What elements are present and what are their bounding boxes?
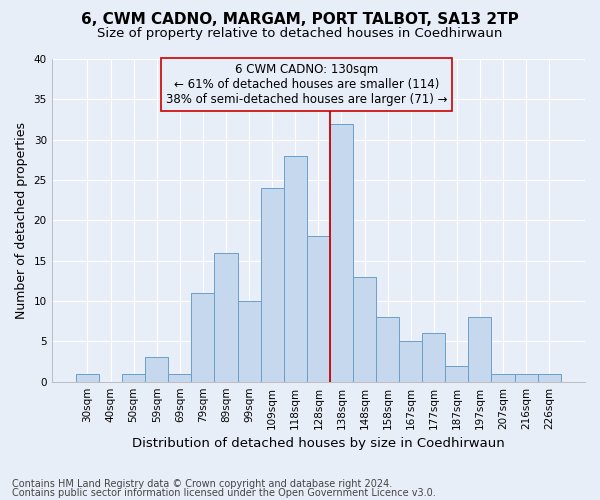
Bar bbox=[376, 317, 399, 382]
Bar bbox=[399, 342, 422, 382]
Bar bbox=[122, 374, 145, 382]
Bar bbox=[491, 374, 515, 382]
X-axis label: Distribution of detached houses by size in Coedhirwaun: Distribution of detached houses by size … bbox=[132, 437, 505, 450]
Bar bbox=[191, 293, 214, 382]
Bar bbox=[330, 124, 353, 382]
Bar bbox=[260, 188, 284, 382]
Text: Contains public sector information licensed under the Open Government Licence v3: Contains public sector information licen… bbox=[12, 488, 436, 498]
Bar bbox=[76, 374, 99, 382]
Bar bbox=[168, 374, 191, 382]
Bar bbox=[214, 252, 238, 382]
Bar bbox=[469, 317, 491, 382]
Bar bbox=[284, 156, 307, 382]
Bar bbox=[353, 277, 376, 382]
Bar bbox=[307, 236, 330, 382]
Text: Size of property relative to detached houses in Coedhirwaun: Size of property relative to detached ho… bbox=[97, 28, 503, 40]
Bar bbox=[422, 334, 445, 382]
Text: 6 CWM CADNO: 130sqm
← 61% of detached houses are smaller (114)
38% of semi-detac: 6 CWM CADNO: 130sqm ← 61% of detached ho… bbox=[166, 63, 448, 106]
Y-axis label: Number of detached properties: Number of detached properties bbox=[15, 122, 28, 319]
Text: Contains HM Land Registry data © Crown copyright and database right 2024.: Contains HM Land Registry data © Crown c… bbox=[12, 479, 392, 489]
Bar bbox=[515, 374, 538, 382]
Bar bbox=[538, 374, 561, 382]
Bar bbox=[445, 366, 469, 382]
Text: 6, CWM CADNO, MARGAM, PORT TALBOT, SA13 2TP: 6, CWM CADNO, MARGAM, PORT TALBOT, SA13 … bbox=[81, 12, 519, 28]
Bar bbox=[145, 358, 168, 382]
Bar bbox=[238, 301, 260, 382]
